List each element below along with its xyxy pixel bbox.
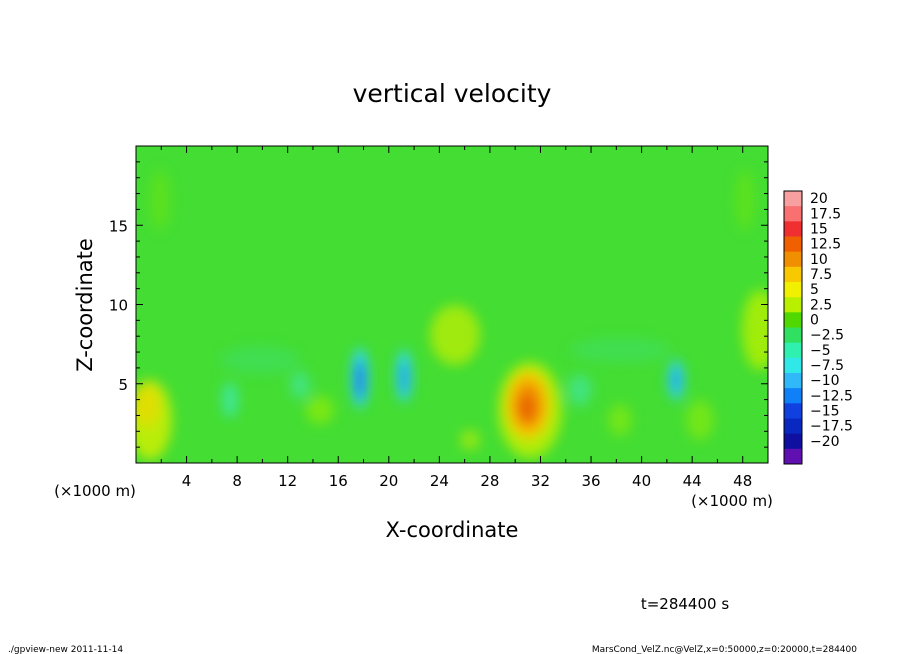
y-axis-title: Z-coordinate <box>73 238 97 372</box>
x-axis-title: X-coordinate <box>386 518 519 542</box>
colorbar-swatch-17 <box>784 448 802 465</box>
colorbar-label-6: 5 <box>810 282 819 298</box>
colorbar-swatch-10 <box>784 342 802 359</box>
chart-title: vertical velocity <box>353 79 552 108</box>
x-axis: 4 8 12 16 20 24 28 32 36 40 44 48 <box>160 146 752 490</box>
colorbar: 2017.51512.5107.552.50−2.5−5−7.5−10−12.5… <box>783 190 853 465</box>
colorbar-swatch-5 <box>784 266 802 283</box>
colorbar-label-2: 15 <box>810 221 828 237</box>
colorbar-swatch-1 <box>784 206 802 222</box>
colorbar-label-10: −5 <box>810 343 831 359</box>
colorbar-label-8: 0 <box>810 312 819 328</box>
y-axis: 5 10 15 <box>109 161 768 448</box>
footer-right: MarsCond_VelZ.nc@VelZ,x=0:50000,z=0:2000… <box>592 645 857 654</box>
colorbar-label-3: 12.5 <box>810 237 841 253</box>
colorbar-swatch-16 <box>784 433 802 450</box>
heatmap-background <box>136 146 768 463</box>
x-tick-label-9: 40 <box>632 472 651 490</box>
colorbar-label-11: −7.5 <box>810 358 844 374</box>
x-tick-label-2: 12 <box>278 472 297 490</box>
colorbar-label-4: 10 <box>810 252 828 268</box>
x-tick-label-11: 48 <box>733 472 752 490</box>
colorbar-frame <box>783 190 803 465</box>
x-unit-right-label: (×1000 m) <box>691 492 773 510</box>
colorbar-label-0: 20 <box>810 191 828 207</box>
colorbar-swatch-2 <box>784 221 802 237</box>
colorbar-label-1: 17.5 <box>810 206 841 222</box>
colorbar-label-7: 2.5 <box>810 297 832 313</box>
colorbar-swatch-13 <box>784 388 802 404</box>
x-tick-label-3: 16 <box>329 472 348 490</box>
colorbar-swatch-6 <box>784 282 802 298</box>
colorbar-swatch-12 <box>784 373 802 389</box>
x-tick-label-5: 24 <box>430 472 449 490</box>
colorbar-swatch-11 <box>784 357 802 374</box>
x-tick-label-1: 8 <box>232 472 242 490</box>
x-tick-label-7: 32 <box>531 472 550 490</box>
colorbar-swatch-8 <box>784 312 802 328</box>
colorbar-swatch-3 <box>784 236 802 253</box>
colorbar-swatch-15 <box>784 418 802 435</box>
colorbar-label-9: −2.5 <box>810 328 844 344</box>
colorbar-swatch-14 <box>784 403 802 419</box>
x-tick-label-10: 44 <box>683 472 702 490</box>
colorbar-label-12: −10 <box>810 373 840 389</box>
x-tick-label-4: 20 <box>379 472 398 490</box>
heatmap-field <box>136 170 768 460</box>
x-tick-label-8: 36 <box>581 472 600 490</box>
time-label: t=284400 s <box>641 595 729 613</box>
colorbar-label-16: −20 <box>810 434 840 450</box>
colorbar-label-15: −17.5 <box>810 419 853 435</box>
colorbar-swatch-9 <box>784 327 802 344</box>
y-tick-label-1: 10 <box>109 297 128 315</box>
colorbar-label-5: 7.5 <box>810 267 832 283</box>
y-tick-label-2: 15 <box>109 217 128 235</box>
colorbar-label-14: −15 <box>810 403 840 419</box>
y-tick-label-0: 5 <box>118 376 128 394</box>
x-unit-left-label: (×1000 m) <box>54 482 136 500</box>
plot-area <box>136 146 768 463</box>
x-tick-label-0: 4 <box>182 472 192 490</box>
colorbar-swatch-7 <box>784 297 802 313</box>
x-tick-label-6: 28 <box>480 472 499 490</box>
footer-left: ./gpview-new 2011-11-14 <box>8 645 123 654</box>
colorbar-swatch-0 <box>784 191 802 207</box>
colorbar-swatch-4 <box>784 251 802 268</box>
colorbar-label-13: −12.5 <box>810 388 853 404</box>
